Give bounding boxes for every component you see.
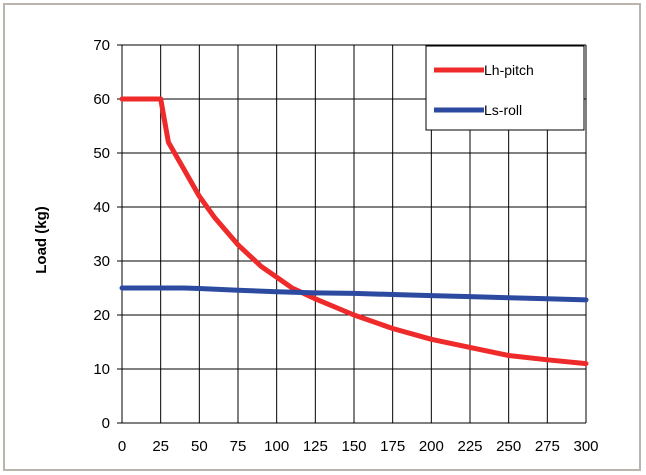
x-tick-label: 100 (264, 438, 289, 455)
x-tick-label: 50 (191, 438, 208, 455)
x-tick-label: 250 (496, 438, 521, 455)
legend-box (425, 45, 585, 131)
x-tick-labels: 0 25 50 75 100 125 150 175 200 225 250 275 300 (118, 438, 599, 455)
x-tick-label: 175 (380, 438, 405, 455)
legend-label: Ls-roll (484, 102, 522, 118)
x-tick-label: 125 (303, 438, 328, 455)
y-axis-label: Load (kg) (33, 206, 50, 274)
series-line-ls-roll (119, 285, 589, 303)
x-tick-label: 150 (341, 438, 366, 455)
series-line-lh-pitch (119, 96, 589, 367)
y-tick-label: 0 (102, 415, 110, 432)
y-tick-label: 30 (93, 253, 110, 270)
y-tick-label: 20 (93, 307, 110, 324)
x-tick-label: 200 (419, 438, 444, 455)
y-tick-label: 10 (93, 361, 110, 378)
x-tick-label: 75 (230, 438, 247, 455)
y-tick-label: 40 (93, 199, 110, 216)
y-tick-label: 70 (93, 37, 110, 54)
x-tick-label: 275 (535, 438, 560, 455)
series-lines (119, 96, 589, 367)
x-tick-label: 0 (118, 438, 126, 455)
x-tick-label: 25 (152, 438, 169, 455)
x-tick-label: 300 (573, 438, 598, 455)
x-tick-label: 225 (457, 438, 482, 455)
legend: Lh-pitch Ls-roll (425, 45, 585, 131)
y-tick-label: 60 (93, 91, 110, 108)
y-tick-label: 50 (93, 145, 110, 162)
legend-label: Lh-pitch (484, 62, 534, 78)
y-tick-labels: 0 10 20 30 40 50 60 70 (93, 37, 110, 432)
